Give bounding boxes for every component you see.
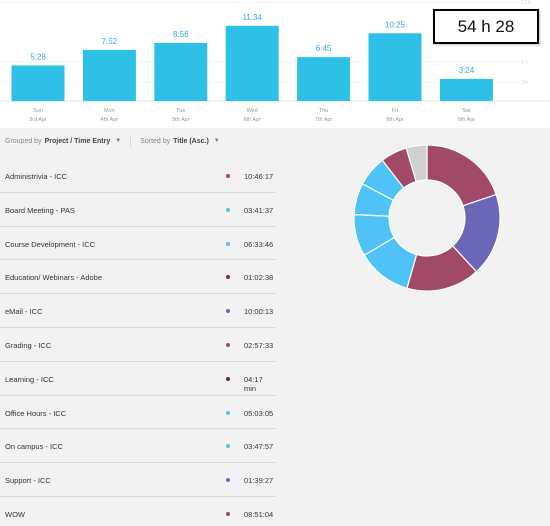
x-tick-day: Fri (392, 108, 398, 114)
list-item[interactable]: Grading - ICC 02:57:33 (0, 328, 276, 362)
project-color-dot (226, 376, 230, 381)
bar-chart-svg: 12 h 6 h 3 h 5:28 Sun 3rd Apr 7:52 Mon 4th Apr 8:… (0, 0, 550, 123)
sorted-caret-icon[interactable]: ▼ (213, 138, 220, 144)
entry-duration: 10:46:17 (244, 172, 274, 181)
bar-wed (225, 25, 279, 102)
entry-duration: 01:02:38 (244, 273, 274, 283)
list-item[interactable]: eMail - ICC 10:00:13 (0, 294, 276, 328)
entry-duration: 06:33:46 (244, 239, 274, 249)
entry-duration: 03:47:57 (244, 442, 274, 452)
bar-value-label: 8:56 (173, 30, 189, 39)
entry-duration: 05:03:05 (244, 408, 274, 418)
x-tick-day: Wed (247, 108, 258, 114)
entry-name: Support - ICC (5, 476, 51, 486)
y-tick-label: 12 h (521, 0, 531, 6)
entry-name: Administrivia - ICC (5, 172, 68, 181)
entry-duration: 04:17 min (244, 374, 263, 393)
entry-name: Learning - ICC (5, 374, 54, 384)
x-tick-date: 9th Apr (458, 117, 476, 123)
bar-mon (82, 49, 136, 101)
list-item[interactable]: On campus - ICC 03:47:57 (0, 429, 276, 464)
entry-name: Course Development - ICC (5, 239, 96, 249)
donut-segment (405, 144, 428, 183)
entry-name: WOW (5, 509, 25, 519)
grouped-by-label: Grouped by (5, 137, 42, 145)
entry-name: Education/ Webinars - Adobe (5, 273, 103, 283)
weekly-bar-chart: 12 h 6 h 3 h 5:28 Sun 3rd Apr 7:52 Mon 4th Apr 8:… (0, 0, 550, 128)
list-item[interactable]: Education/ Webinars - Adobe 01:02:38 (0, 260, 276, 295)
grouped-caret-icon[interactable]: ▼ (115, 138, 122, 144)
x-tick-day: Thu (319, 108, 328, 114)
project-color-dot (226, 174, 230, 178)
entry-duration: 03:41:37 (244, 205, 274, 215)
list-item[interactable]: Administrivia - ICC 10:46:17 (0, 159, 276, 193)
project-donut-chart (353, 144, 501, 292)
entry-duration: 10:00:13 (244, 307, 274, 317)
entry-name: Office Hours - ICC (5, 408, 67, 418)
bar-value-label: 3:24 (459, 66, 475, 75)
bar-value-label: 7:52 (102, 37, 118, 46)
entry-name: Board Meeting - PAS (5, 205, 75, 215)
grouping-separator (130, 135, 132, 147)
bar-value-label: 10:25 (385, 20, 406, 29)
list-item[interactable]: WOW 08:51:04 (0, 497, 276, 526)
bar-fri (368, 33, 422, 101)
project-color-dot (226, 444, 230, 449)
y-tick-label: 6 h (521, 60, 528, 66)
x-tick-day: Mon (104, 108, 115, 114)
bar-value-label: 5:28 (30, 52, 46, 61)
entry-duration: 02:57:33 (244, 340, 274, 350)
project-color-dot (226, 478, 230, 483)
project-color-dot (226, 207, 230, 212)
entry-name: eMail - ICC (5, 307, 43, 317)
total-time-box: 54 h 28 (433, 9, 539, 44)
project-color-dot (226, 241, 230, 246)
sorted-by-dropdown[interactable]: Title (Asc.) (173, 137, 209, 145)
time-entry-list: Administrivia - ICC 10:46:17 Board Meeting… (0, 159, 276, 526)
x-tick-date: 8th Apr (386, 117, 404, 123)
total-time-value: 54 h 28 (457, 16, 515, 36)
donut-segment (426, 144, 497, 207)
x-tick-date: 7th Apr (315, 117, 333, 123)
entry-duration: 01:39:27 (244, 476, 274, 486)
bar-sun (11, 65, 65, 101)
bar-value-label: 11:34 (242, 13, 262, 22)
list-item[interactable]: Learning - ICC 04:17 min (0, 362, 276, 396)
x-tick-day: Tue (176, 108, 185, 114)
y-tick-label: 3 h (521, 80, 528, 86)
entry-name: Grading - ICC (5, 340, 52, 350)
list-item[interactable]: Board Meeting - PAS 03:41:37 (0, 193, 276, 227)
grouping-bar: Grouped by Project / Time Entry ▼ Sorted… (0, 130, 330, 152)
x-tick-date: 3rd Apr (29, 117, 47, 123)
x-tick-day: Sun (33, 108, 43, 114)
grouped-by-dropdown[interactable]: Project / Time Entry (44, 137, 111, 145)
list-item[interactable]: Office Hours - ICC 05:03:05 (0, 396, 276, 430)
project-color-dot (226, 342, 230, 347)
x-tick-date: 4th Apr (101, 117, 119, 123)
bar-sat (439, 78, 493, 101)
project-color-dot (226, 410, 230, 415)
x-tick-date: 6th Apr (243, 117, 261, 123)
bar-tue (154, 42, 208, 101)
entry-name: On campus - ICC (5, 442, 63, 452)
sorted-by-label: Sorted by (140, 137, 171, 145)
project-color-dot (226, 511, 230, 516)
project-color-dot (226, 309, 230, 314)
project-color-dot (226, 275, 230, 280)
x-tick-date: 5th Apr (172, 117, 190, 123)
list-item[interactable]: Support - ICC 01:39:27 (0, 463, 276, 497)
list-item[interactable]: Course Development - ICC 06:33:46 (0, 227, 276, 261)
entry-duration: 08:51:04 (244, 509, 274, 519)
bar-thu (297, 57, 351, 101)
x-tick-day: Sat (462, 108, 471, 114)
bar-value-label: 6:45 (316, 44, 332, 53)
